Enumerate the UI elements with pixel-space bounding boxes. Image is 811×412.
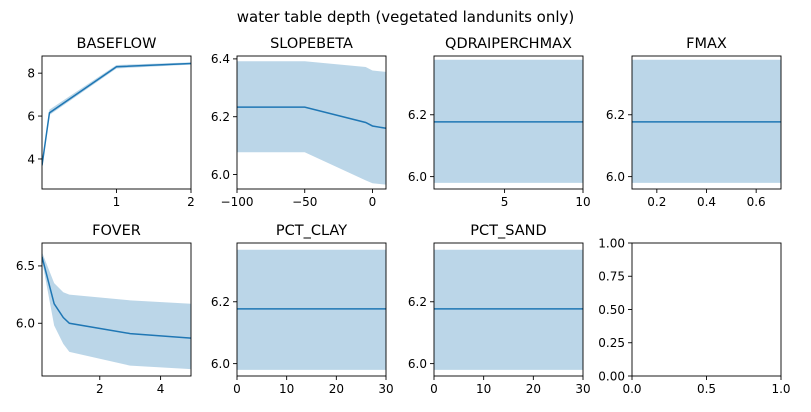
y-tick-label: 4 (27, 152, 35, 166)
x-tick-label: 0 (430, 382, 438, 396)
y-tick-label: 0.75 (598, 270, 625, 284)
series-line (42, 62, 191, 166)
y-tick-label: 8 (27, 66, 35, 80)
subplot-slopebeta: SLOPEBETA −100 −50 0 6.0 6.2 6.4 (211, 36, 387, 209)
plot-area (42, 243, 191, 376)
y-tick-label: 0.00 (598, 369, 625, 383)
y-tick-label: 6.2 (211, 110, 230, 124)
subplot-title: PCT_CLAY (276, 223, 347, 239)
figure-title: water table depth (vegetated landunits o… (237, 8, 575, 26)
axes-frame (433, 242, 584, 377)
subplot-baseflow: BASEFLOW 1 2 4 6 8 (27, 36, 194, 209)
x-tick-label: 30 (378, 382, 393, 396)
axes-frame (41, 242, 192, 377)
y-tick-label: 6.0 (211, 168, 230, 182)
subplot-title: PCT_SAND (470, 223, 546, 239)
confidence-band (434, 249, 583, 370)
x-tick-label: 0.4 (697, 195, 716, 209)
x-tick-label: 20 (526, 382, 541, 396)
x-tick-label: −50 (292, 195, 317, 209)
y-tick-label: 6.5 (16, 259, 35, 273)
y-tick-label: 6.0 (16, 317, 35, 331)
subplot-fmax: FMAX 0.2 0.4 0.6 6.0 6.2 (606, 36, 782, 209)
confidence-band (237, 61, 386, 185)
x-tick-label: 0 (233, 382, 241, 396)
subplot-title: FOVER (92, 223, 141, 239)
y-tick-label: 6.0 (211, 357, 230, 371)
confidence-band (42, 252, 191, 370)
x-tick-label: 1 (113, 195, 121, 209)
y-tick-label: 6 (27, 109, 35, 123)
subplot-pct-clay: PCT_CLAY 0 10 20 30 6.0 6.2 (211, 223, 394, 396)
x-tick-label: 5 (501, 195, 509, 209)
x-tick-label: 20 (329, 382, 344, 396)
y-tick-label: 0.50 (598, 303, 625, 317)
y-tick-label: 6.4 (211, 52, 230, 66)
y-tick-label: 6.2 (606, 108, 625, 122)
subplot-fover: FOVER 2 4 6.0 6.5 (16, 223, 192, 396)
axes-frame (236, 242, 387, 377)
x-tick-label: 4 (157, 382, 165, 396)
x-tick-label: 10 (476, 382, 491, 396)
x-tick-label: 30 (575, 382, 590, 396)
y-tick-label: 6.0 (606, 170, 625, 184)
subplot-qdraiperchmax: QDRAIPERCHMAX 5 10 6.0 6.2 (408, 36, 591, 209)
x-tick-label: 0.2 (647, 195, 666, 209)
y-tick-label: 6.2 (211, 295, 230, 309)
axes-frame (433, 55, 584, 190)
y-tick-label: 6.2 (408, 295, 427, 309)
y-tick-label: 1.00 (598, 236, 625, 250)
subplot-title: SLOPEBETA (270, 36, 353, 52)
x-tick-label: 10 (279, 382, 294, 396)
y-tick-label: 6.2 (408, 108, 427, 122)
plot-area (237, 56, 386, 189)
subplot-title: BASEFLOW (77, 36, 157, 52)
y-tick-label: 6.0 (408, 170, 427, 184)
plot-area (632, 243, 781, 376)
axes-frame (236, 55, 387, 190)
x-tick-label: 0.6 (747, 195, 766, 209)
x-tick-label: 1.0 (771, 382, 790, 396)
x-tick-label: 0.0 (622, 382, 641, 396)
x-tick-label: 10 (575, 195, 590, 209)
confidence-band (237, 249, 386, 370)
x-tick-label: 0 (369, 195, 377, 209)
y-tick-label: 0.25 (598, 336, 625, 350)
subplot-empty: 0.0 0.5 1.0 0.00 0.25 0.50 0.75 1.00 (598, 236, 790, 396)
x-tick-label: −100 (221, 195, 254, 209)
x-tick-label: 2 (187, 195, 195, 209)
series-line (237, 106, 386, 130)
plot-area (42, 56, 191, 189)
subplot-pct-sand: PCT_SAND 0 10 20 30 6.0 6.2 (408, 223, 591, 396)
subplot-title: FMAX (686, 36, 727, 52)
x-tick-label: 2 (96, 382, 104, 396)
series-line (42, 256, 191, 339)
x-tick-label: 0.5 (697, 382, 716, 396)
subplot-title: QDRAIPERCHMAX (445, 36, 572, 52)
y-tick-label: 6.0 (408, 357, 427, 371)
